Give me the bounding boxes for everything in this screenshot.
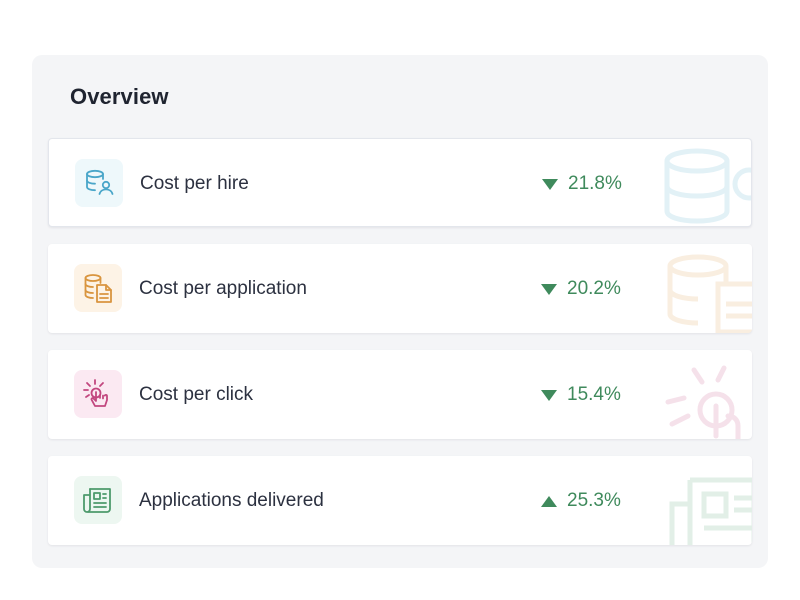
metric-change: 21.8%: [542, 172, 622, 196]
newspaper-icon: [74, 476, 122, 524]
metric-change-value: 15.4%: [567, 384, 621, 405]
metric-card-applications-delivered[interactable]: Applications delivered 25.3%: [48, 456, 752, 545]
database-user-watermark-icon: [664, 148, 751, 224]
metric-label: Cost per click: [139, 384, 254, 405]
metric-label: Cost per hire: [140, 173, 249, 194]
metric-label: Cost per application: [139, 278, 307, 299]
database-document-icon: [74, 264, 122, 312]
metric-label: Applications delivered: [139, 490, 324, 511]
metric-card-cost-per-application[interactable]: Cost per application 20.2%: [48, 244, 752, 333]
metric-change: 25.3%: [541, 489, 621, 513]
database-document-watermark-icon: [667, 254, 752, 333]
database-user-icon: [75, 159, 123, 207]
overview-panel: Overview Cost per hire 21.8%: [32, 55, 768, 568]
metric-change-value: 20.2%: [567, 278, 621, 299]
click-hand-watermark-icon: [665, 365, 741, 439]
metric-change-value: 25.3%: [567, 490, 621, 511]
newspaper-watermark-icon: [669, 477, 752, 545]
metric-card-cost-per-click[interactable]: Cost per click 15.4%: [48, 350, 752, 439]
trend-up-icon: [541, 495, 557, 507]
metric-card-cost-per-hire[interactable]: Cost per hire 21.8%: [48, 138, 752, 227]
click-hand-icon: [74, 370, 122, 418]
metric-change: 15.4%: [541, 383, 621, 407]
metric-change-value: 21.8%: [568, 173, 622, 194]
trend-down-icon: [541, 283, 557, 295]
panel-title: Overview: [70, 84, 169, 109]
metric-change: 20.2%: [541, 277, 621, 301]
trend-down-icon: [541, 389, 557, 401]
trend-down-icon: [542, 178, 558, 190]
